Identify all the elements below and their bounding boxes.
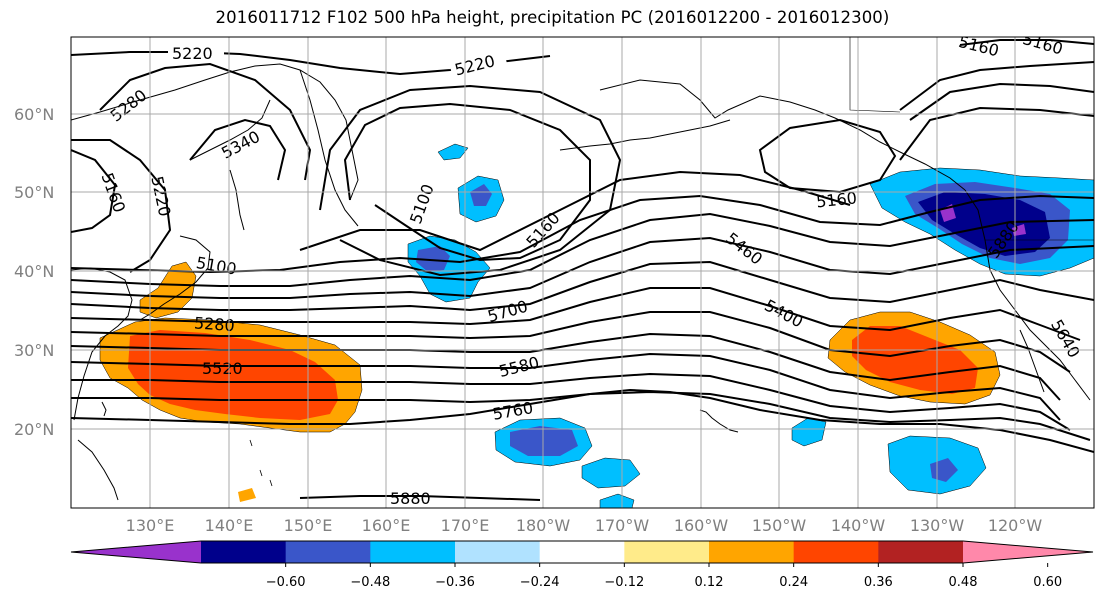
map-frame <box>70 36 1095 509</box>
lon-label-150e: 150°E <box>284 516 333 535</box>
coast-pacific-islands <box>249 439 273 487</box>
coast-japan <box>139 235 211 321</box>
contour-label: 5880 <box>390 489 431 508</box>
precip-positive-west-pacific-core <box>128 330 338 420</box>
contour-5400-belt <box>71 236 1094 299</box>
precip-negative-subtropic-3 <box>599 493 635 508</box>
lon-label-160e: 160°E <box>362 516 411 535</box>
colorbar-segment <box>878 541 964 563</box>
contour-5760-belt <box>71 372 1071 431</box>
colorbar-tick-label: −0.60 <box>266 575 306 590</box>
precip-negative-subtropic-1-core <box>510 426 578 456</box>
lat-label-30n: 30°N <box>14 341 54 360</box>
colorbar-tick-label: −0.48 <box>350 575 390 590</box>
height-contours <box>71 39 1094 501</box>
contour-5100-low <box>343 102 591 262</box>
lon-label-140w: 140°W <box>831 516 886 535</box>
precip-positive-small <box>238 488 256 502</box>
coast-alaska <box>599 79 966 191</box>
colorbar-segment <box>455 541 541 563</box>
coast-kamchatka <box>299 69 359 227</box>
coast-taiwan <box>101 401 107 417</box>
colorbar-segment <box>201 541 287 563</box>
contour-5460-belt <box>71 260 1094 312</box>
colorbar-segment <box>370 541 456 563</box>
contour-label: 5160 <box>815 188 857 211</box>
lon-label-160w: 160°W <box>674 516 729 535</box>
lon-label-130w: 130°W <box>910 516 965 535</box>
coast-philippines <box>77 439 119 501</box>
colorbar-tick-label: 0.48 <box>949 575 978 590</box>
contour-5700-belt <box>71 352 1061 421</box>
lon-label-130e: 130°E <box>126 516 175 535</box>
contour-5160-east <box>758 118 897 194</box>
colorbar-tick-label: −0.36 <box>435 575 475 590</box>
colorbar-segment <box>793 541 879 563</box>
colorbar-tick-label: 0.12 <box>695 575 724 590</box>
coast-baja <box>1019 329 1045 393</box>
lon-label-150w: 150°W <box>752 516 807 535</box>
colorbar-ticks: −0.60 −0.48 −0.36 −0.24 −0.12 0.12 0.24 0.36 0.4… <box>266 563 1062 590</box>
longitude-labels: 130°E 140°E 150°E 160°E 170°E 180°W 170°… <box>126 516 1043 535</box>
contour-5160-northwest <box>71 149 117 233</box>
contour-5160-belt <box>299 170 851 252</box>
contour-5520-belt <box>71 287 1081 341</box>
contour-5160-ne <box>899 61 1094 111</box>
lon-label-120w: 120°W <box>988 516 1043 535</box>
lon-label-170w: 170°W <box>595 516 650 535</box>
graticule <box>71 37 1094 508</box>
precip-negative-aleutian-core <box>416 246 450 272</box>
map-title: 2016011712 F102 500 hPa height, precipit… <box>215 8 890 27</box>
latitude-labels: 60°N 50°N 40°N 30°N 20°N <box>14 105 54 439</box>
colorbar-segment <box>709 541 795 563</box>
colorbar-segment <box>539 541 625 563</box>
contour-label: 5280 <box>193 313 235 335</box>
border-alaska <box>849 37 901 113</box>
contour-5100-ne <box>959 39 1094 46</box>
lat-label-40n: 40°N <box>14 262 54 281</box>
lon-label-170e: 170°E <box>441 516 490 535</box>
colorbar-extension-low <box>71 541 201 563</box>
contour-5340-belt <box>71 212 1094 287</box>
contour-5160-low <box>319 84 622 277</box>
contour-5280-east <box>899 106 1094 161</box>
colorbar-tick-label: 0.60 <box>1033 575 1062 590</box>
coastlines <box>71 37 1094 501</box>
colorbar-tick-label: −0.24 <box>520 575 560 590</box>
coast-sakhalin <box>229 169 245 231</box>
contour-label: 5520 <box>202 359 243 378</box>
precip-negative-bering-2 <box>437 143 469 161</box>
colorbar-segments <box>71 541 1093 563</box>
contour-label: 5220 <box>172 44 213 63</box>
contour-5340-northwest <box>189 118 287 181</box>
lat-label-60n: 60°N <box>14 105 54 124</box>
colorbar-tick-label: −0.12 <box>604 575 644 590</box>
contour-5580-belt <box>71 311 1071 373</box>
lat-label-50n: 50°N <box>14 183 54 202</box>
contour-5280-belt <box>71 194 1094 274</box>
colorbar-outline <box>70 540 1094 564</box>
colorbar-tick-label: 0.36 <box>864 575 893 590</box>
coast-hawaii <box>699 409 739 433</box>
precip-positive-east-pacific-core <box>852 326 978 394</box>
contour-5880-belt <box>71 388 1094 453</box>
lon-label-140e: 140°E <box>205 516 254 535</box>
precip-negative-subtropic-2 <box>581 457 641 489</box>
lon-label-180w: 180°W <box>516 516 571 535</box>
colorbar: −0.60 −0.48 −0.36 −0.24 −0.12 0.12 0.24 0.36 0.4… <box>70 540 1094 590</box>
colorbar-segment <box>285 541 371 563</box>
coast-asia-east <box>71 63 359 201</box>
lat-label-20n: 20°N <box>14 420 54 439</box>
contour-5880-south <box>299 495 541 501</box>
colorbar-tick-label: 0.24 <box>779 575 808 590</box>
precip-negative-bering-1-core <box>470 184 492 206</box>
contour-5280-northwest <box>99 62 312 181</box>
colorbar-extension-high <box>963 541 1093 563</box>
colorbar-segment <box>624 541 710 563</box>
contour-5820-belt <box>71 390 1091 441</box>
coast-okhotsk <box>189 99 271 161</box>
coast-aleutians <box>559 119 731 151</box>
